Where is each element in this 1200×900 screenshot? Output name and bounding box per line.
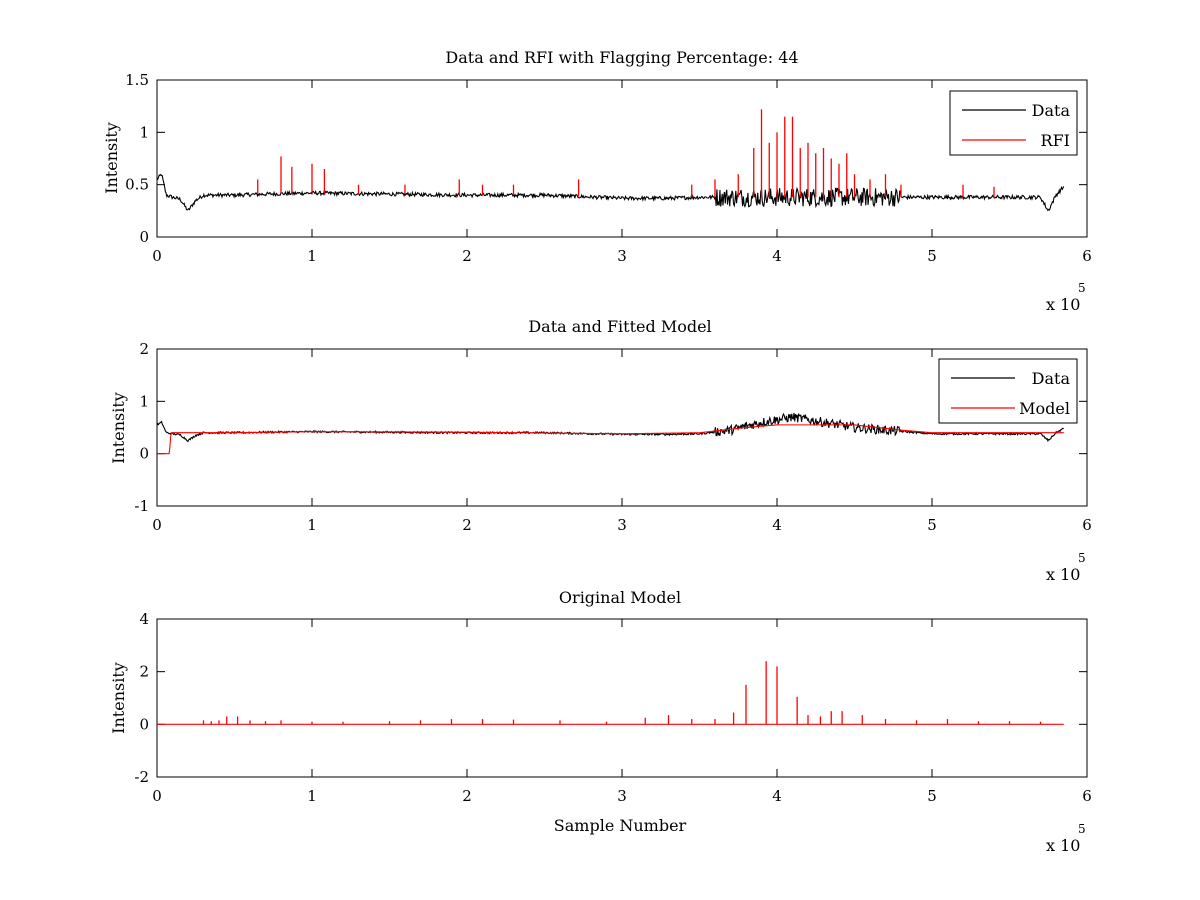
panel-3-title: Original Model (559, 588, 681, 607)
x-tick-label: 5 (927, 516, 937, 534)
x-tick-label: 2 (462, 516, 472, 534)
series-line-data (157, 173, 1065, 212)
x-tick-label: 6 (1082, 516, 1092, 534)
x-tick-label: 1 (307, 516, 317, 534)
series-layer (157, 109, 1065, 212)
y-tick-label: 0 (139, 228, 149, 246)
x-tick-label: 1 (307, 247, 317, 265)
y-tick-label: -2 (134, 768, 149, 786)
panel-2-x-multiplier: x 10 (1046, 565, 1080, 584)
panel-2-ylabel: Intensity (109, 392, 128, 464)
panel-2-title: Data and Fitted Model (528, 317, 711, 336)
series-line-model (157, 424, 1064, 455)
legend-label: Model (1019, 399, 1070, 418)
x-tick-label: 0 (152, 787, 162, 805)
y-tick-label: 0 (139, 715, 149, 733)
x-tick-label: 0 (152, 247, 162, 265)
panel-3-ylabel: Intensity (109, 662, 128, 734)
panel-1-x-exponent: 5 (1078, 281, 1086, 295)
panel-3-x-multiplier: x 10 (1046, 836, 1080, 855)
x-tick-label: 4 (772, 247, 782, 265)
legend-label: Data (1032, 101, 1071, 120)
panel-3-x-exponent: 5 (1078, 822, 1086, 836)
series-layer (157, 412, 1064, 455)
panel-1-title: Data and RFI with Flagging Percentage: 4… (445, 48, 798, 67)
y-tick-label: 1 (139, 392, 149, 410)
x-tick-label: 5 (927, 787, 937, 805)
panel-1-plot: 0 1 2 3 4 5 6 0 0.5 1 1.5 Data RFI (125, 71, 1092, 265)
plot-area (156, 348, 1088, 507)
x-tick-label: 3 (617, 247, 627, 265)
legend: Data RFI (949, 90, 1078, 156)
plot-area (156, 79, 1088, 238)
x-tick-label: 2 (462, 247, 472, 265)
x-tick-label: 3 (617, 516, 627, 534)
y-tick-label: 1 (139, 123, 149, 141)
legend-box (949, 90, 1078, 156)
x-tick-label: 3 (617, 787, 627, 805)
x-tick-label: 4 (772, 787, 782, 805)
plot-area (156, 618, 1088, 778)
y-tick-label: 2 (139, 340, 149, 358)
x-tick-label: 1 (307, 787, 317, 805)
panel-2-x-exponent: 5 (1078, 551, 1086, 565)
x-tick-label: 6 (1082, 787, 1092, 805)
y-tick-label: 0 (139, 445, 149, 463)
legend-label: RFI (1041, 131, 1070, 150)
x-tick-label: 5 (927, 247, 937, 265)
panel-2: Data and Fitted Model 0 1 2 3 4 5 6-1012DataMo… (109, 317, 1092, 584)
panel-1-ylabel: Intensity (102, 122, 121, 194)
panel-3-xlabel: Sample Number (554, 816, 687, 835)
legend-box (938, 358, 1078, 424)
x-tick-label: 6 (1082, 247, 1092, 265)
y-tick-label: 1.5 (125, 71, 149, 89)
y-tick-label: 0.5 (125, 176, 149, 194)
panel-1-x-multiplier: x 10 (1046, 295, 1080, 314)
x-tick-label: 0 (152, 516, 162, 534)
y-tick-label: -1 (134, 497, 149, 515)
legend-label: Data (1032, 369, 1071, 388)
panel-1: Data and RFI with Flagging Percentage: 4… (102, 48, 1092, 314)
y-tick-label: 4 (139, 610, 149, 628)
x-tick-label: 4 (772, 516, 782, 534)
legend: Data Model (938, 358, 1078, 424)
x-tick-label: 2 (462, 787, 472, 805)
y-tick-label: 2 (139, 663, 149, 681)
series-layer (157, 661, 1064, 725)
